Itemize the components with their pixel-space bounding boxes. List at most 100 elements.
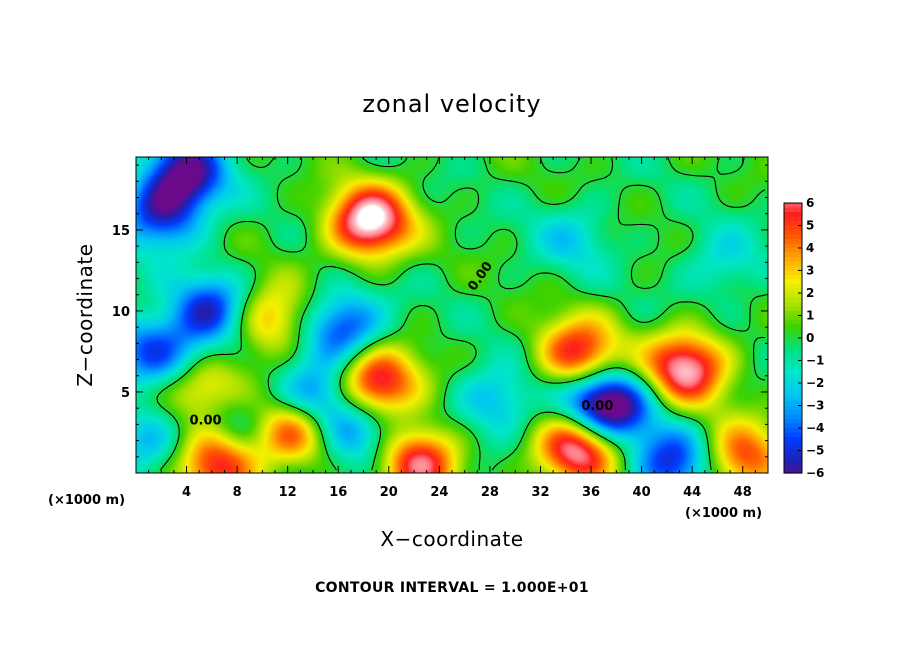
x-tick-label: 20 — [380, 485, 398, 500]
colorbar-tick-label: −2 — [806, 376, 824, 390]
colorbar-tick-label: −6 — [806, 466, 824, 480]
x-axis-label: X−coordinate — [380, 527, 523, 551]
colorbar-swatch — [784, 446, 802, 452]
colorbar-swatch — [784, 392, 802, 398]
x-tick-label: 4 — [182, 485, 191, 500]
colorbar-tick-label: −3 — [806, 399, 824, 413]
colorbar-swatch — [784, 342, 802, 348]
colorbar-swatch — [784, 302, 802, 308]
x-tick-label: 44 — [683, 485, 701, 500]
colorbar-swatch — [784, 374, 802, 380]
x-tick-label: 40 — [633, 485, 651, 500]
colorbar-swatch — [784, 212, 802, 218]
colorbar-swatch — [784, 252, 802, 258]
colorbar-swatch — [784, 216, 802, 222]
colorbar-swatch — [784, 428, 802, 434]
colorbar: 6 5 4 3 2 1 0 −1 −2 −3 −4 −5 −6 — [783, 196, 824, 480]
colorbar-swatch — [784, 261, 802, 267]
plot-area: 0.000.000.00 — [135, 156, 769, 474]
colorbar-swatch — [784, 423, 802, 429]
colorbar-swatch — [784, 405, 802, 411]
colorbar-swatch — [784, 297, 802, 303]
y-unit-label: (×1000 m) — [48, 493, 125, 508]
colorbar-swatch — [784, 221, 802, 227]
x-unit-label: (×1000 m) — [685, 506, 762, 521]
colorbar-swatch — [784, 311, 802, 317]
x-tick-label: 24 — [430, 485, 448, 500]
y-axis-label: Z−coordinate — [73, 243, 97, 386]
colorbar-swatch — [784, 324, 802, 330]
colorbar-swatch — [784, 414, 802, 420]
colorbar-swatch — [784, 315, 802, 321]
colorbar-swatch — [784, 360, 802, 366]
colorbar-swatch — [784, 225, 802, 231]
colorbar-swatch — [784, 464, 802, 470]
heatmap-image — [136, 157, 768, 473]
colorbar-swatch — [784, 401, 802, 407]
colorbar-swatch — [784, 356, 802, 362]
y-tick-label: 15 — [112, 224, 130, 239]
colorbar-tick-label: −1 — [806, 354, 824, 368]
colorbar-swatch — [784, 306, 802, 312]
colorbar-tick-label: 3 — [806, 264, 814, 278]
colorbar-swatch — [784, 450, 802, 456]
x-tick-label: 16 — [329, 485, 347, 500]
colorbar-swatch — [784, 266, 802, 272]
contour-label: 0.00 — [189, 413, 221, 428]
contour-interval-label: CONTOUR INTERVAL = 1.000E+01 — [315, 580, 589, 596]
contour-lines — [156, 157, 766, 471]
colorbar-swatch — [784, 347, 802, 353]
colorbar-tick-label: 6 — [806, 196, 814, 210]
colorbar-swatch — [784, 234, 802, 240]
colorbar-tick-label: 0 — [806, 331, 814, 345]
x-tick-label: 12 — [279, 485, 297, 500]
colorbar-tick-label: −4 — [806, 421, 824, 435]
x-tick-label: 48 — [734, 485, 752, 500]
colorbar-swatch — [784, 396, 802, 402]
colorbar-swatch — [784, 333, 802, 339]
x-tick-label: 36 — [582, 485, 600, 500]
colorbar-tick-label: 4 — [806, 241, 814, 255]
contour-zero-line — [156, 157, 766, 471]
colorbar-swatch — [784, 378, 802, 384]
x-tick-label: 32 — [531, 485, 549, 500]
colorbar-swatch — [784, 239, 802, 245]
chart-title: zonal velocity — [362, 90, 541, 118]
colorbar-swatch — [784, 387, 802, 393]
colorbar-swatch — [784, 338, 802, 344]
colorbar-swatch — [784, 410, 802, 416]
colorbar-swatch — [784, 248, 802, 254]
x-tick-label: 28 — [481, 485, 499, 500]
colorbar-swatch — [784, 275, 802, 281]
colorbar-swatch — [784, 459, 802, 465]
y-axis: 5 10 15 — [112, 164, 768, 458]
y-tick-label: 5 — [121, 386, 130, 401]
colorbar-swatch — [784, 257, 802, 263]
colorbar-swatch — [784, 383, 802, 389]
contour-label: 0.00 — [581, 399, 613, 414]
colorbar-swatch — [784, 320, 802, 326]
colorbar-swatch — [784, 270, 802, 276]
y-tick-label: 10 — [112, 305, 130, 320]
colorbar-swatch — [784, 419, 802, 425]
colorbar-swatch — [784, 243, 802, 249]
colorbar-swatch — [784, 284, 802, 290]
colorbar-tick-label: −5 — [806, 444, 824, 458]
x-axis: 4 8 12 16 20 24 28 32 36 40 44 48 — [148, 157, 756, 500]
colorbar-swatch — [784, 293, 802, 299]
x-tick-label: 8 — [233, 485, 242, 500]
colorbar-swatch — [784, 288, 802, 294]
colorbar-swatch — [784, 351, 802, 357]
colorbar-swatch — [784, 468, 802, 474]
colorbar-swatch — [784, 365, 802, 371]
colorbar-swatch — [784, 230, 802, 236]
colorbar-swatch — [784, 432, 802, 438]
colorbar-tick-label: 5 — [806, 219, 814, 233]
colorbar-swatch — [784, 279, 802, 285]
colorbar-swatch — [784, 203, 802, 209]
colorbar-tick-label: 1 — [806, 309, 814, 323]
colorbar-swatch — [784, 441, 802, 447]
colorbar-swatch — [784, 207, 802, 213]
colorbar-swatch — [784, 437, 802, 443]
